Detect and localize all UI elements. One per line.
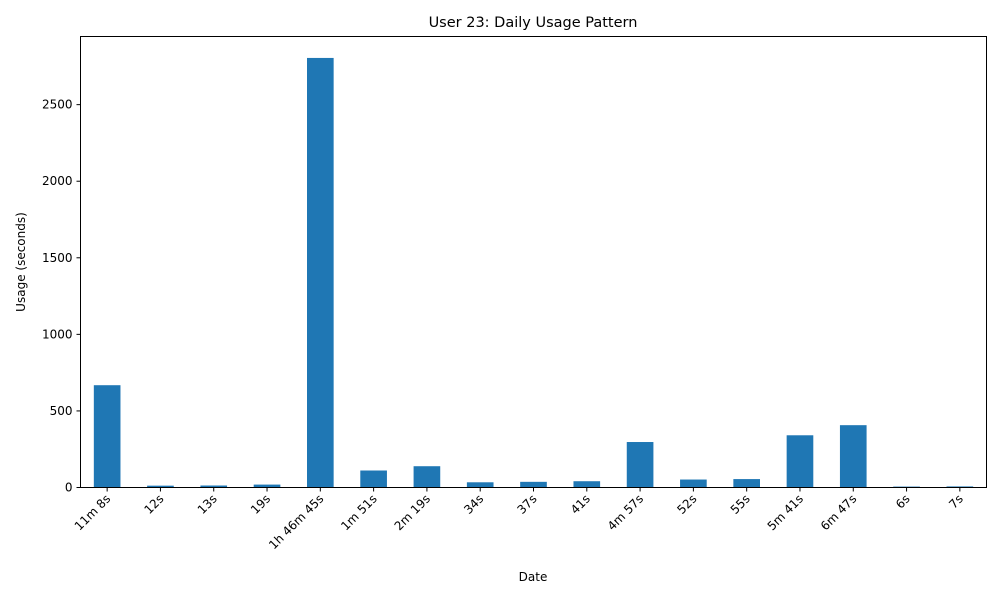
bar [307, 57, 334, 488]
y-tick-label: 1500 [42, 251, 73, 265]
x-axis-label: Date [519, 570, 548, 584]
plot-frame [80, 36, 987, 488]
y-tick-label: 1000 [42, 327, 73, 341]
bar [573, 481, 601, 488]
bar [786, 435, 814, 488]
bar [360, 470, 387, 488]
bar [466, 482, 494, 488]
bars-group [93, 57, 974, 488]
bar [680, 479, 707, 488]
y-tick-label: 2500 [42, 98, 73, 112]
y-tick-label: 0 [65, 481, 73, 495]
bar [147, 485, 174, 488]
bar [946, 486, 974, 488]
bar [520, 481, 547, 488]
bar [413, 466, 441, 488]
y-axis: 0 500 1000 1500 2000 2500 [42, 98, 81, 495]
bar [626, 442, 654, 488]
y-axis-label: Usage (seconds) [14, 212, 28, 312]
bar [733, 479, 760, 488]
bar [839, 425, 867, 488]
bar [200, 485, 228, 488]
y-tick-label: 2000 [42, 174, 73, 188]
y-tick-label: 500 [50, 404, 73, 418]
chart-title: User 23: Daily Usage Pattern [429, 15, 638, 31]
bar [93, 385, 121, 488]
bar [253, 484, 281, 488]
